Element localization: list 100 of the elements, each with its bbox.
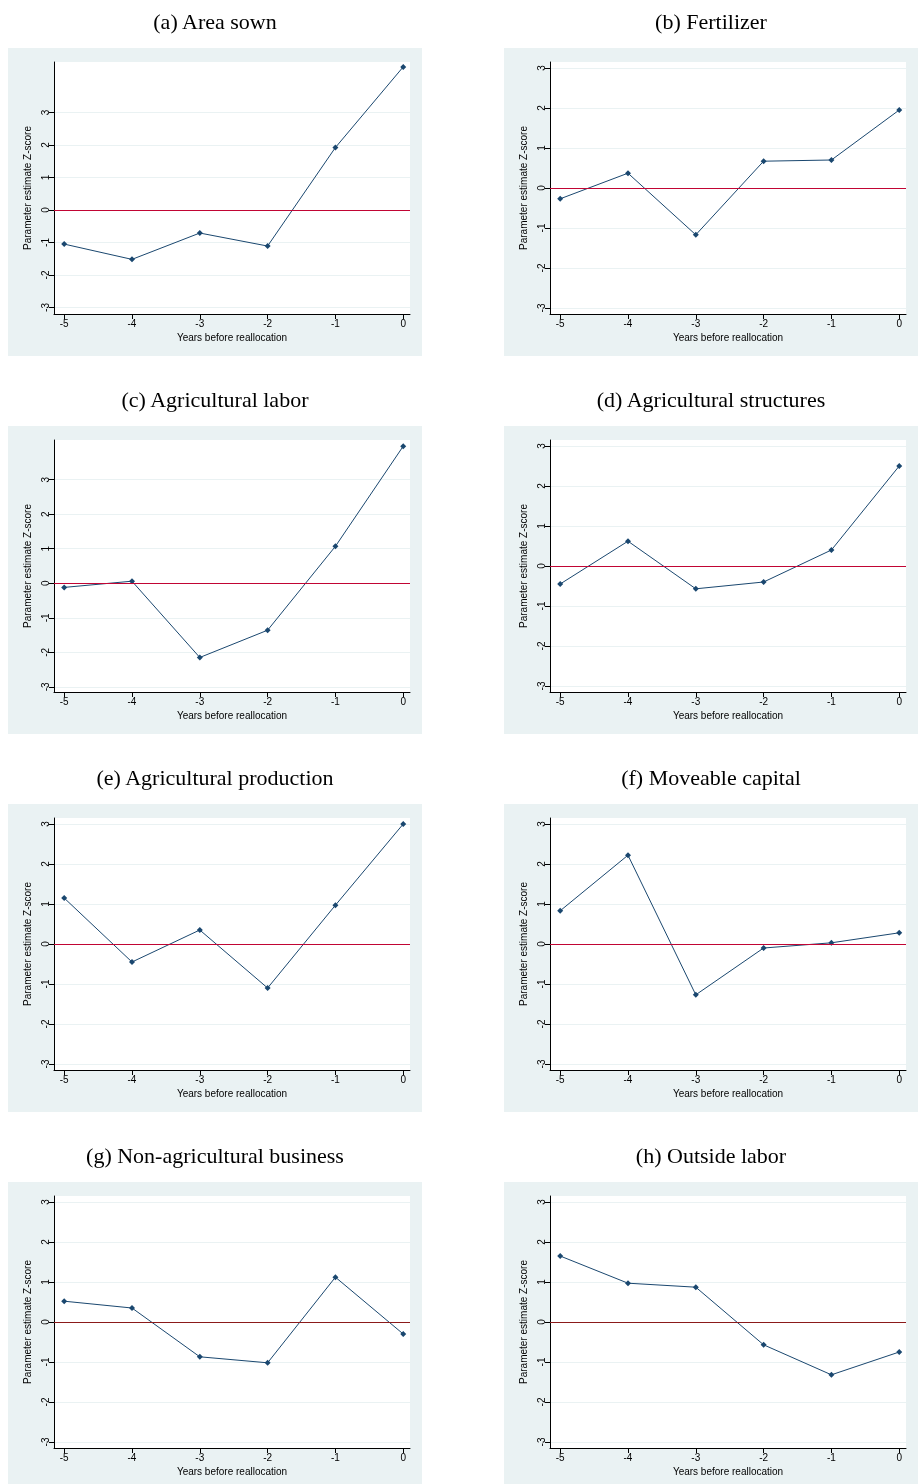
x-tick-label: -4 [127, 1073, 137, 1085]
point [692, 231, 699, 238]
point [624, 852, 631, 859]
y-tick-label: 3 [535, 64, 547, 71]
x-tick-label: 0 [400, 695, 407, 707]
point [828, 157, 835, 163]
x-tick-label: -3 [691, 695, 701, 707]
point [400, 1331, 407, 1337]
x-tick-label: -5 [555, 1073, 566, 1085]
chart-title: (e) Agricultural production [95, 764, 335, 792]
y-tick-label: -3 [39, 1437, 51, 1447]
x-axis-title: Years before reallocation [176, 332, 288, 344]
y-tick-label: 3 [535, 442, 547, 449]
point [400, 821, 407, 827]
point [61, 241, 68, 248]
y-tick-label: 3 [535, 820, 547, 827]
x-tick-label: -2 [263, 1073, 273, 1085]
x-tick-label: -2 [759, 317, 769, 329]
x-tick-label: -3 [195, 695, 205, 707]
point [61, 895, 68, 901]
y-tick-label: -2 [39, 1397, 51, 1407]
point [896, 929, 903, 936]
y-tick-label: -2 [39, 1019, 51, 1029]
x-axis-title: Years before reallocation [672, 710, 784, 722]
x-tick-label: -4 [127, 695, 137, 707]
point [557, 907, 564, 914]
x-axis-title: Years before reallocation [672, 1088, 784, 1100]
y-tick-label: 3 [39, 109, 51, 116]
x-tick-label: -3 [691, 1073, 701, 1085]
point [264, 1359, 271, 1366]
point [828, 1371, 835, 1378]
y-axis-title: Parameter estimate Z-score [517, 125, 529, 250]
x-tick-label: 0 [896, 1451, 903, 1463]
point [828, 547, 835, 553]
x-tick-label: -4 [623, 695, 633, 707]
x-tick-label: -3 [195, 317, 205, 329]
y-tick-label: 0 [535, 562, 547, 569]
point [896, 463, 903, 469]
x-tick-label: 0 [896, 695, 903, 707]
chart-title: (d) Agricultural structures [595, 386, 827, 414]
x-tick-label: -4 [623, 317, 633, 329]
y-tick-label: -3 [535, 681, 547, 691]
y-tick-label: -2 [535, 1019, 547, 1029]
y-tick-label: 2 [39, 1238, 51, 1245]
y-tick-label: 2 [39, 141, 51, 148]
y-tick-label: 0 [39, 1318, 51, 1325]
point [61, 584, 68, 591]
y-tick-label: 0 [39, 940, 51, 947]
point [760, 1341, 767, 1348]
y-tick-label: 3 [535, 1198, 547, 1205]
chart-title: (b) Fertilizer [654, 8, 768, 36]
x-tick-label: -2 [759, 695, 769, 707]
x-tick-label: -4 [127, 317, 137, 329]
y-tick-label: 1 [535, 900, 547, 907]
x-tick-label: 0 [400, 1073, 407, 1085]
x-tick-label: -3 [691, 1451, 701, 1463]
x-tick-label: -5 [59, 317, 70, 329]
point [400, 63, 407, 70]
x-tick-label: -1 [330, 1073, 341, 1085]
y-tick-label: 1 [535, 522, 547, 529]
x-axis-title: Years before reallocation [672, 332, 784, 344]
y-tick-label: -1 [39, 612, 51, 623]
chart-title: (h) Outside labor [634, 1142, 788, 1170]
point [264, 243, 271, 250]
point [196, 1353, 203, 1360]
x-tick-label: 0 [896, 1073, 903, 1085]
y-tick-label: 1 [39, 174, 51, 181]
y-tick-label: -3 [535, 303, 547, 313]
x-tick-label: -2 [263, 317, 273, 329]
x-tick-label: 0 [896, 317, 903, 329]
y-tick-label: -1 [535, 1357, 547, 1367]
x-tick-label: -1 [330, 317, 341, 329]
x-tick-label: -1 [826, 1073, 837, 1085]
y-tick-label: -2 [535, 641, 547, 651]
x-tick-label: -4 [623, 1073, 633, 1085]
y-tick-label: 2 [535, 104, 547, 111]
x-tick-label: -1 [826, 695, 837, 707]
x-tick-label: -1 [826, 317, 837, 329]
y-axis-title: Parameter estimate Z-score [517, 1259, 529, 1384]
x-tick-label: -5 [555, 317, 566, 329]
y-tick-label: 3 [39, 820, 51, 827]
x-tick-label: -3 [195, 1073, 205, 1085]
point [692, 991, 699, 998]
x-tick-label: -2 [263, 1451, 273, 1463]
x-tick-label: -2 [263, 695, 273, 707]
x-tick-label: -2 [759, 1451, 769, 1463]
point [557, 195, 564, 202]
y-tick-label: 3 [39, 1198, 51, 1205]
y-axis-title: Parameter estimate Z-score [21, 1259, 33, 1384]
point [896, 107, 903, 113]
point [128, 1305, 135, 1311]
x-tick-label: -5 [59, 1073, 70, 1085]
point [128, 959, 135, 965]
point [760, 158, 767, 165]
y-tick-label: -3 [39, 302, 51, 312]
y-tick-label: 0 [535, 184, 547, 191]
y-tick-label: -3 [39, 1059, 51, 1069]
y-tick-label: -3 [535, 1437, 547, 1447]
x-tick-label: 0 [400, 1451, 407, 1463]
y-tick-label: -2 [39, 270, 51, 280]
